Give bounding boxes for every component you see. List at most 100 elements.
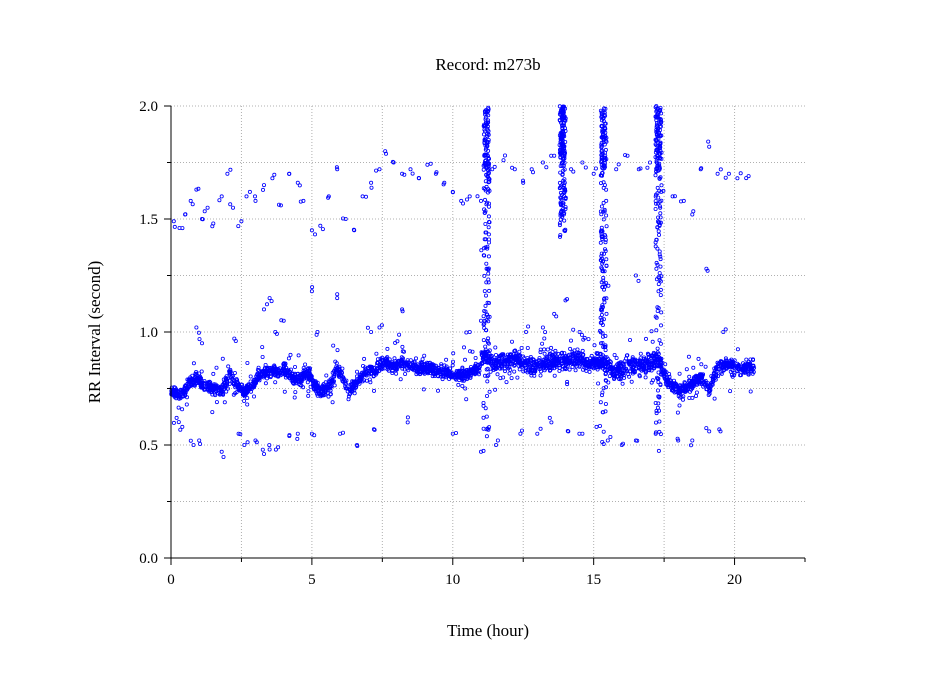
rr-point — [722, 360, 727, 365]
rr-point — [637, 359, 642, 364]
rr-point — [615, 362, 620, 367]
rr-point — [405, 420, 410, 425]
rr-point — [486, 254, 491, 259]
rr-point — [296, 374, 301, 379]
rr-point — [485, 338, 490, 343]
rr-point — [251, 394, 256, 399]
rr-point — [658, 293, 663, 298]
rr-point — [680, 385, 685, 390]
rr-point — [658, 254, 663, 259]
rr-point — [305, 367, 310, 372]
rr-point — [261, 183, 266, 188]
rr-point — [263, 362, 268, 367]
rr-point — [577, 363, 582, 368]
rr-point — [605, 360, 610, 365]
rr-point — [331, 379, 336, 384]
rr-point — [658, 279, 663, 284]
rr-point — [601, 344, 606, 349]
rr-point — [269, 365, 274, 370]
rr-point — [610, 369, 615, 374]
rr-point — [660, 360, 665, 365]
rr-point — [282, 371, 287, 376]
rr-point — [402, 367, 407, 372]
rr-point — [602, 142, 607, 147]
rr-point — [699, 373, 704, 378]
rr-point — [599, 204, 604, 209]
y-tick-label: 0.0 — [139, 551, 158, 567]
rr-point — [264, 368, 269, 373]
rr-point — [239, 219, 244, 224]
rr-point — [273, 373, 278, 378]
x-axis-label: Time (hour) — [447, 621, 529, 640]
rr-point — [459, 198, 464, 203]
rr-point — [656, 370, 661, 375]
rr-point — [725, 361, 730, 366]
rr-point — [242, 388, 247, 393]
rr-point — [540, 160, 545, 165]
rr-point — [748, 357, 753, 362]
rr-point — [661, 188, 666, 193]
rr-point — [599, 251, 604, 256]
rr-point — [486, 373, 491, 378]
rr-point — [560, 350, 565, 355]
rr-point — [603, 248, 608, 253]
rr-point — [602, 207, 607, 212]
rr-point — [591, 171, 596, 176]
rr-point — [425, 370, 430, 375]
rr-point — [360, 194, 365, 199]
rr-point — [510, 354, 515, 359]
rr-point — [267, 443, 272, 448]
rr-point — [401, 349, 406, 354]
rr-point — [207, 383, 212, 388]
rr-point — [657, 275, 662, 280]
rr-point — [686, 354, 691, 359]
rr-point — [214, 386, 219, 391]
rr-point — [653, 173, 658, 178]
rr-point — [643, 370, 648, 375]
rr-point — [748, 389, 753, 394]
rr-point — [509, 339, 514, 344]
rr-point — [567, 352, 572, 357]
rr-point — [525, 358, 530, 363]
rr-point — [562, 167, 567, 172]
rr-point — [562, 228, 567, 233]
rr-point — [387, 363, 392, 368]
rr-point — [361, 370, 366, 375]
rr-point — [599, 118, 604, 123]
rr-point — [629, 366, 634, 371]
rr-point — [482, 289, 487, 294]
rr-point — [309, 228, 314, 233]
rr-point — [380, 355, 385, 360]
rr-point — [482, 197, 487, 202]
rr-point — [214, 400, 219, 405]
rr-point — [630, 355, 635, 360]
rr-point — [400, 309, 405, 314]
rr-point — [738, 171, 743, 176]
rr-point — [554, 314, 559, 319]
rr-point — [374, 351, 379, 356]
rr-point — [562, 366, 567, 371]
rr-point — [408, 167, 413, 172]
rr-point — [501, 375, 506, 380]
rr-point — [185, 382, 190, 387]
rr-point — [311, 378, 316, 383]
rr-point — [357, 377, 362, 382]
rr-point — [643, 361, 648, 366]
rr-point — [484, 110, 489, 115]
rr-point — [561, 208, 566, 213]
rr-point — [484, 122, 489, 127]
rr-point — [486, 360, 491, 365]
rr-point — [657, 204, 662, 209]
rr-point — [307, 366, 312, 371]
rr-point — [706, 392, 711, 397]
rr-point — [601, 185, 606, 190]
rr-point — [484, 202, 489, 207]
rr-point — [519, 345, 524, 350]
rr-point — [324, 373, 329, 378]
rr-point — [606, 357, 611, 362]
rr-point — [368, 380, 373, 385]
rr-point — [599, 124, 604, 129]
rr-point — [604, 224, 609, 229]
rr-point — [655, 138, 660, 143]
rr-point — [365, 325, 370, 330]
